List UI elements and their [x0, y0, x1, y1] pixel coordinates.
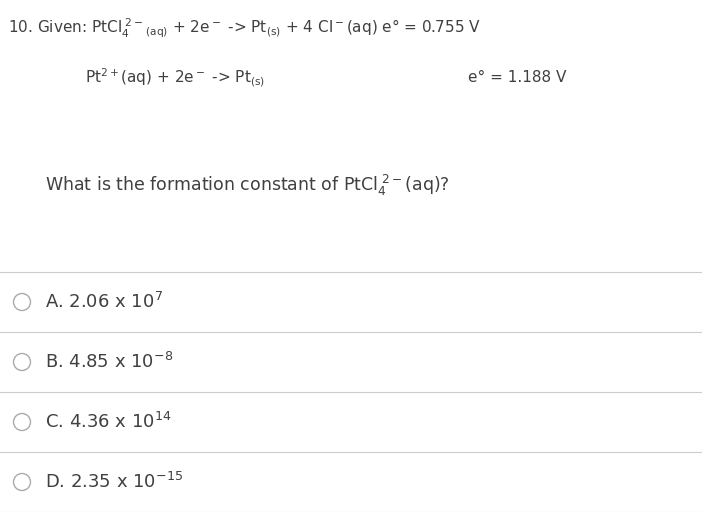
Text: D. 2.35 x 10$^{-15}$: D. 2.35 x 10$^{-15}$ [45, 472, 183, 492]
Text: B. 4.85 x 10$^{-8}$: B. 4.85 x 10$^{-8}$ [45, 352, 173, 372]
Text: C. 4.36 x 10$^{14}$: C. 4.36 x 10$^{14}$ [45, 412, 171, 432]
Text: What is the formation constant of PtCl$_4^{\ 2-}$(aq)?: What is the formation constant of PtCl$_… [45, 173, 450, 198]
Text: A. 2.06 x 10$^{7}$: A. 2.06 x 10$^{7}$ [45, 292, 163, 312]
Text: e° = 1.188 V: e° = 1.188 V [468, 71, 567, 86]
Text: 10. Given: PtCl$_4^{\ 2-}$$_{\mathregular{(aq)}}$ + 2e$^-$ -> Pt$_{\mathregular{: 10. Given: PtCl$_4^{\ 2-}$$_{\mathregula… [8, 16, 481, 39]
Text: Pt$^{2+}$(aq) + 2e$^-$ -> Pt$_{\mathregular{(s)}}$: Pt$^{2+}$(aq) + 2e$^-$ -> Pt$_{\mathregu… [85, 67, 265, 89]
